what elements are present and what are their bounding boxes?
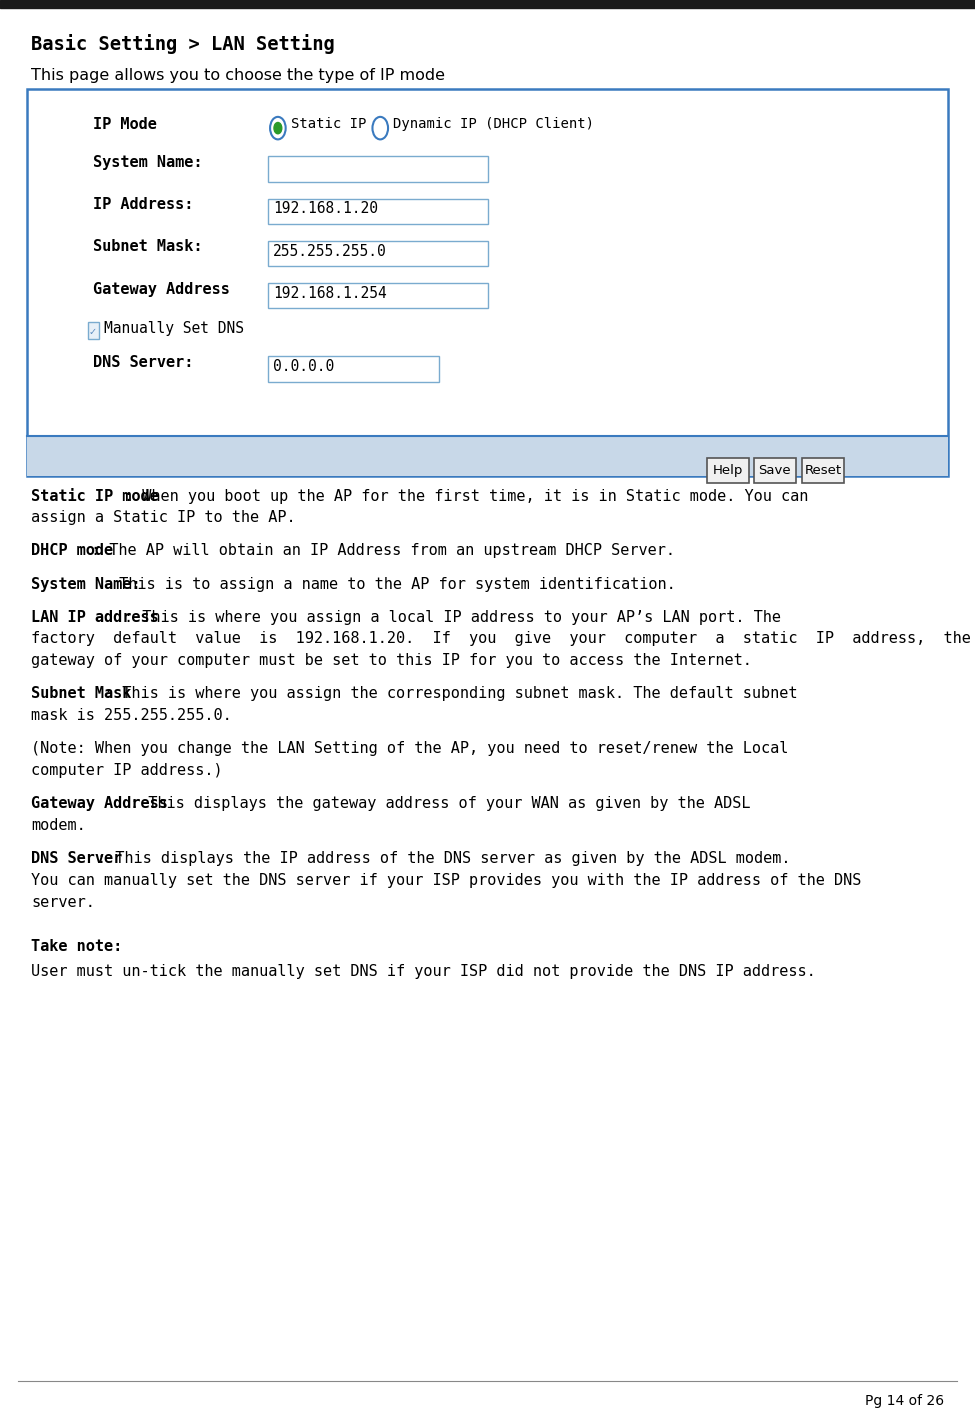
Text: This page allows you to choose the type of IP mode: This page allows you to choose the type … <box>31 68 446 83</box>
Text: IP Mode: IP Mode <box>93 117 157 132</box>
Circle shape <box>372 117 388 139</box>
Text: computer IP address.): computer IP address.) <box>31 763 223 779</box>
Text: DNS Server:: DNS Server: <box>93 355 193 370</box>
Text: gateway of your computer must be set to this IP for you to access the Internet.: gateway of your computer must be set to … <box>31 653 752 669</box>
Text: Manually Set DNS: Manually Set DNS <box>104 321 245 337</box>
Text: Static IP mode: Static IP mode <box>31 489 159 504</box>
Text: 192.168.1.254: 192.168.1.254 <box>273 286 387 301</box>
Text: (Note: When you change the LAN Setting of the AP, you need to reset/renew the Lo: (Note: When you change the LAN Setting o… <box>31 742 789 756</box>
Bar <box>268 199 488 224</box>
Bar <box>754 458 796 483</box>
Text: : This displays the gateway address of your WAN as given by the ADSL: : This displays the gateway address of y… <box>131 797 751 811</box>
Text: : This is where you assign the corresponding subnet mask. The default subnet: : This is where you assign the correspon… <box>103 687 798 701</box>
Bar <box>88 322 99 339</box>
Bar <box>27 89 948 476</box>
Text: This is to assign a name to the AP for system identification.: This is to assign a name to the AP for s… <box>110 577 676 591</box>
Bar <box>268 241 488 266</box>
Text: Help: Help <box>713 463 743 477</box>
Text: User must un-tick the manually set DNS if your ISP did not provide the DNS IP ad: User must un-tick the manually set DNS i… <box>31 963 816 979</box>
Text: 255.255.255.0: 255.255.255.0 <box>273 244 387 259</box>
Circle shape <box>270 117 286 139</box>
Bar <box>268 156 488 182</box>
Text: ✓: ✓ <box>89 327 97 337</box>
Bar <box>707 458 749 483</box>
Circle shape <box>274 122 282 134</box>
Text: : This displays the IP address of the DNS server as given by the ADSL modem.: : This displays the IP address of the DN… <box>98 850 791 866</box>
Text: : The AP will obtain an IP Address from an upstream DHCP Server.: : The AP will obtain an IP Address from … <box>91 543 675 559</box>
Text: DNS Server: DNS Server <box>31 850 123 866</box>
Bar <box>268 283 488 308</box>
Text: DHCP mode: DHCP mode <box>31 543 113 559</box>
Text: Basic Setting > LAN Setting: Basic Setting > LAN Setting <box>31 34 335 54</box>
Text: System Name:: System Name: <box>93 155 202 170</box>
Text: System Name:: System Name: <box>31 577 140 591</box>
Text: Gateway Address: Gateway Address <box>93 282 229 297</box>
Text: Subnet Mask:: Subnet Mask: <box>93 239 202 255</box>
Bar <box>27 436 948 476</box>
Text: Save: Save <box>759 463 791 477</box>
Text: factory  default  value  is  192.168.1.20.  If  you  give  your  computer  a  st: factory default value is 192.168.1.20. I… <box>31 632 971 646</box>
Text: LAN IP address: LAN IP address <box>31 610 159 625</box>
Text: modem.: modem. <box>31 818 86 834</box>
Text: Static IP: Static IP <box>291 117 366 131</box>
Text: Pg 14 of 26: Pg 14 of 26 <box>865 1394 944 1408</box>
Text: Reset: Reset <box>804 463 842 477</box>
Bar <box>268 356 439 382</box>
Text: Dynamic IP (DHCP Client): Dynamic IP (DHCP Client) <box>393 117 594 131</box>
Text: : This is where you assign a local IP address to your AP’s LAN port. The: : This is where you assign a local IP ad… <box>124 610 781 625</box>
Text: server.: server. <box>31 894 96 910</box>
Bar <box>802 458 844 483</box>
Bar <box>0 0 975 8</box>
Text: Gateway Address: Gateway Address <box>31 797 168 811</box>
Text: Subnet Mask: Subnet Mask <box>31 687 132 701</box>
Text: 0.0.0.0: 0.0.0.0 <box>273 359 334 375</box>
Text: assign a Static IP to the AP.: assign a Static IP to the AP. <box>31 511 295 525</box>
Text: mask is 255.255.255.0.: mask is 255.255.255.0. <box>31 708 232 724</box>
Text: : When you boot up the AP for the first time, it is in Static mode. You can: : When you boot up the AP for the first … <box>124 489 808 504</box>
Text: 192.168.1.20: 192.168.1.20 <box>273 201 378 217</box>
Text: Take note:: Take note: <box>31 939 123 955</box>
Text: IP Address:: IP Address: <box>93 197 193 213</box>
Text: You can manually set the DNS server if your ISP provides you with the IP address: You can manually set the DNS server if y… <box>31 873 862 888</box>
